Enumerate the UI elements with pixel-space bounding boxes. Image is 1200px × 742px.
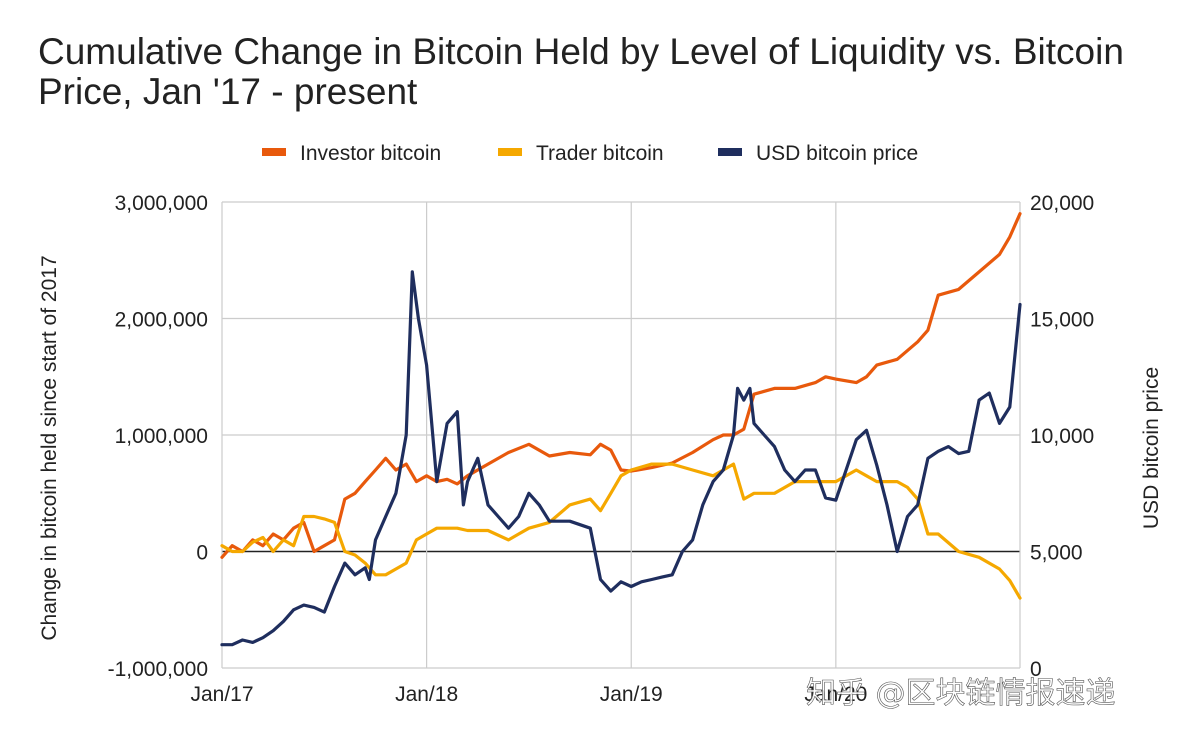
legend: Investor bitcoin Trader bitcoin USD bitcoi…	[262, 142, 918, 165]
y-tick-label: -1,000,000	[108, 658, 208, 681]
y-axis-right-title: USD bitcoin price	[1140, 367, 1163, 529]
y-tick-label: 1,000,000	[115, 425, 208, 448]
x-axis-ticks: Jan/17 Jan/18 Jan/19 Jan/20	[190, 683, 867, 706]
legend-label-investor-bitcoin: Investor bitcoin	[300, 142, 441, 165]
x-tick-label: Jan/19	[600, 683, 663, 706]
legend-swatch-investor-bitcoin	[262, 148, 286, 156]
y-tick-label: 2,000,000	[115, 309, 208, 332]
legend-swatch-trader-bitcoin	[498, 148, 522, 156]
gridlines	[222, 202, 1020, 668]
x-tick-label: Jan/17	[190, 683, 253, 706]
y-tick-label: 0	[196, 542, 208, 565]
y-axis-left-ticks: 3,000,000 2,000,000 1,000,000 0 -1,000,000	[108, 192, 208, 681]
series-line-investor-bitcoin	[222, 214, 1020, 558]
legend-label-trader-bitcoin: Trader bitcoin	[536, 142, 664, 165]
y-axis-left-title: Change in bitcoin held since start of 20…	[38, 255, 61, 640]
y-tick-label: 3,000,000	[115, 192, 208, 215]
series-lines	[222, 214, 1020, 645]
y2-tick-label: 15,000	[1030, 309, 1094, 332]
watermark-text: 知乎 @区块链情报速递	[806, 676, 1116, 711]
y2-tick-label: 20,000	[1030, 192, 1094, 215]
series-line-trader-bitcoin	[222, 464, 1020, 598]
legend-swatch-usd-bitcoin-price	[718, 148, 742, 156]
x-tick-label: Jan/18	[395, 683, 458, 706]
legend-label-usd-bitcoin-price: USD bitcoin price	[756, 142, 918, 165]
y2-tick-label: 10,000	[1030, 425, 1094, 448]
series-line-usd-bitcoin-price	[222, 272, 1020, 645]
y2-tick-label: 5,000	[1030, 542, 1083, 565]
